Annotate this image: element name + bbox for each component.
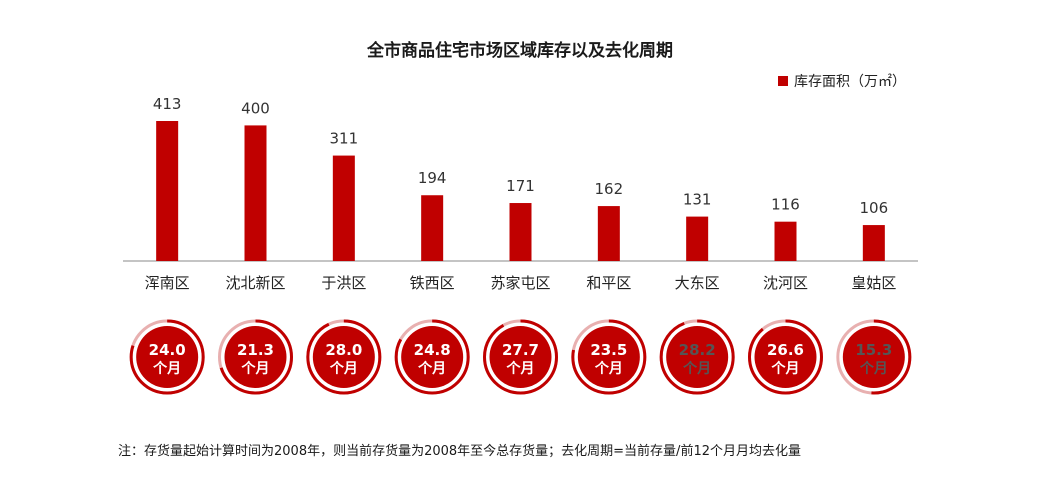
cycle-value: 15.3 xyxy=(855,341,892,359)
ring-progress xyxy=(836,319,912,395)
category-label: 于洪区 xyxy=(321,274,366,292)
category-label: 和平区 xyxy=(586,274,631,292)
bar xyxy=(156,121,179,261)
ring-progress xyxy=(571,319,647,395)
cycle-unit: 个月 xyxy=(417,360,446,377)
footnote: 注：存货量起始计算时间为2008年，则当前存货量为2008年至今总存货量；去化周… xyxy=(118,444,801,459)
bar xyxy=(332,155,355,261)
cycle-value: 24.8 xyxy=(414,341,451,359)
cycle-ring: 21.3个月 xyxy=(218,319,293,395)
cycle-ring: 28.0个月 xyxy=(306,319,382,395)
ring-progress xyxy=(748,319,823,395)
cycle-ring: 27.7个月 xyxy=(483,319,558,395)
legend-label: 库存面积（万㎡） xyxy=(794,74,906,90)
ring-disc xyxy=(842,326,905,388)
value-label: 413 xyxy=(153,95,182,113)
cycle-rings: 24.0个月21.3个月28.0个月24.8个月27.7个月23.5个月28.2… xyxy=(129,319,912,395)
cycle-value: 26.6 xyxy=(767,341,804,359)
bars xyxy=(156,121,885,262)
legend-swatch xyxy=(778,76,788,86)
cycle-unit: 个月 xyxy=(859,360,888,377)
category-label: 大东区 xyxy=(675,274,720,292)
value-label: 131 xyxy=(683,191,712,209)
cycle-unit: 个月 xyxy=(771,360,800,377)
value-label: 400 xyxy=(241,99,270,117)
chart-title: 全市商品住宅市场区域库存以及去化周期 xyxy=(366,40,673,61)
category-label: 皇姑区 xyxy=(851,274,896,292)
bar xyxy=(509,203,532,261)
value-label: 106 xyxy=(860,199,889,217)
cycle-ring: 26.6个月 xyxy=(748,319,823,395)
value-label: 162 xyxy=(595,180,624,198)
value-label: 116 xyxy=(771,196,800,214)
cycle-value: 28.0 xyxy=(325,341,362,359)
bar xyxy=(686,216,709,261)
value-labels: 413 400 311 194 171 162 131 116 106 xyxy=(153,95,888,217)
ring-progress xyxy=(306,319,382,395)
ring-disc xyxy=(666,326,729,388)
ring-progress xyxy=(659,319,735,395)
bar xyxy=(774,221,797,261)
bar xyxy=(862,225,885,261)
ring-disc xyxy=(489,326,552,388)
category-labels: 浑南区 沈北新区 于洪区 铁西区 苏家屯区 和平区 大东区 沈河区 皇姑区 xyxy=(145,274,897,292)
cycle-unit: 个月 xyxy=(152,360,181,377)
value-label: 194 xyxy=(418,169,447,187)
category-label: 沈北新区 xyxy=(225,274,285,292)
cycle-unit: 个月 xyxy=(329,360,358,377)
category-label: 苏家屯区 xyxy=(490,274,550,292)
legend: 库存面积（万㎡） xyxy=(778,74,906,90)
ring-progress xyxy=(218,319,293,395)
ring-progress xyxy=(483,319,558,395)
cycle-unit: 个月 xyxy=(506,360,535,377)
cycle-value: 24.0 xyxy=(149,341,186,359)
ring-progress xyxy=(394,319,470,395)
cycle-value: 28.2 xyxy=(679,341,716,359)
cycle-ring: 23.5个月 xyxy=(571,319,647,395)
cycle-value: 21.3 xyxy=(237,341,274,359)
ring-disc xyxy=(577,326,640,388)
ring-progress xyxy=(129,319,205,395)
cycle-ring: 28.2个月 xyxy=(659,319,735,395)
category-label: 沈河区 xyxy=(763,274,808,292)
cycle-ring: 15.3个月 xyxy=(836,319,912,395)
cycle-value: 27.7 xyxy=(502,341,539,359)
category-label: 铁西区 xyxy=(410,274,455,292)
cycle-value: 23.5 xyxy=(590,341,627,359)
cycle-unit: 个月 xyxy=(241,360,270,377)
cycle-unit: 个月 xyxy=(682,360,711,377)
category-label: 浑南区 xyxy=(145,274,190,292)
cycle-ring: 24.8个月 xyxy=(394,319,470,395)
bar xyxy=(244,125,267,262)
bar xyxy=(597,206,620,261)
ring-disc xyxy=(401,326,464,388)
bar xyxy=(421,195,444,261)
cycle-ring: 24.0个月 xyxy=(129,319,205,395)
value-label: 311 xyxy=(330,130,359,148)
ring-disc xyxy=(224,326,287,388)
ring-disc xyxy=(754,326,817,388)
value-label: 171 xyxy=(506,177,535,195)
ring-disc xyxy=(136,326,199,388)
cycle-unit: 个月 xyxy=(594,360,623,377)
ring-disc xyxy=(312,326,375,388)
